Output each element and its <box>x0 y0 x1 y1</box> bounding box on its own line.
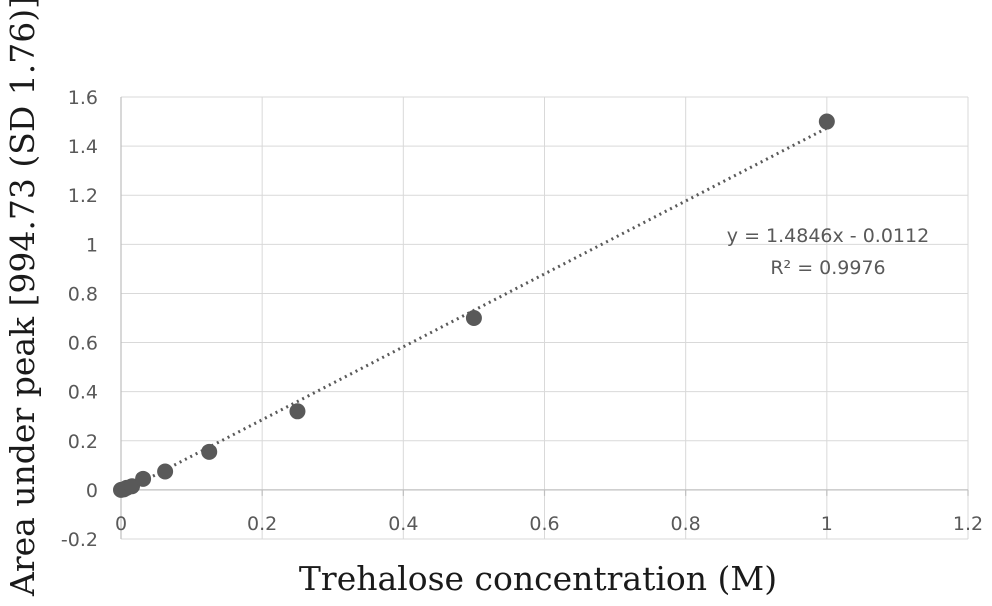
x-tick-labels: 0 0.2 0.4 0.6 0.8 1 1.2 <box>115 513 983 535</box>
grid-lines <box>121 96 969 540</box>
y-tick-label: 0.6 <box>68 333 98 355</box>
x-tick-label: 0.4 <box>388 513 418 535</box>
y-tick-label: 1.6 <box>68 87 98 109</box>
y-axis-title: Area under peak [994.73 (SD 1.76)] <box>3 0 42 597</box>
data-point <box>818 113 835 130</box>
y-tick-label: 0.8 <box>68 283 98 305</box>
y-tick-label: 0.2 <box>68 431 98 453</box>
data-point <box>289 403 306 420</box>
trendline-equation: y = 1.4846x - 0.0112 <box>727 225 929 247</box>
y-tick-label: 1.2 <box>68 185 98 207</box>
y-tick-label: -0.2 <box>61 529 98 551</box>
axes <box>120 97 969 539</box>
y-tick-label: 1.4 <box>68 136 98 158</box>
x-tick-label: 0.2 <box>247 513 277 535</box>
x-tick-label: 0.6 <box>529 513 559 535</box>
data-point <box>135 470 152 487</box>
x-tick-label: 1.2 <box>953 513 983 535</box>
data-point <box>157 463 174 480</box>
data-points <box>113 113 835 498</box>
x-axis-title: Trehalose concentration (M) <box>299 559 777 598</box>
data-point <box>201 443 218 460</box>
y-tick-labels: -0.2 0 0.2 0.4 0.6 0.8 1 1.2 1.4 1.6 <box>61 87 98 551</box>
x-tick-label: 0 <box>115 513 127 535</box>
y-tick-label: 0.4 <box>68 382 98 404</box>
y-tick-label: 1 <box>86 234 98 256</box>
x-tick-label: 0.8 <box>671 513 701 535</box>
y-tick-label: 0 <box>86 480 98 502</box>
trendline-r-squared: R² = 0.9976 <box>770 257 885 279</box>
x-tick-label: 1 <box>821 513 833 535</box>
data-point <box>465 310 482 326</box>
